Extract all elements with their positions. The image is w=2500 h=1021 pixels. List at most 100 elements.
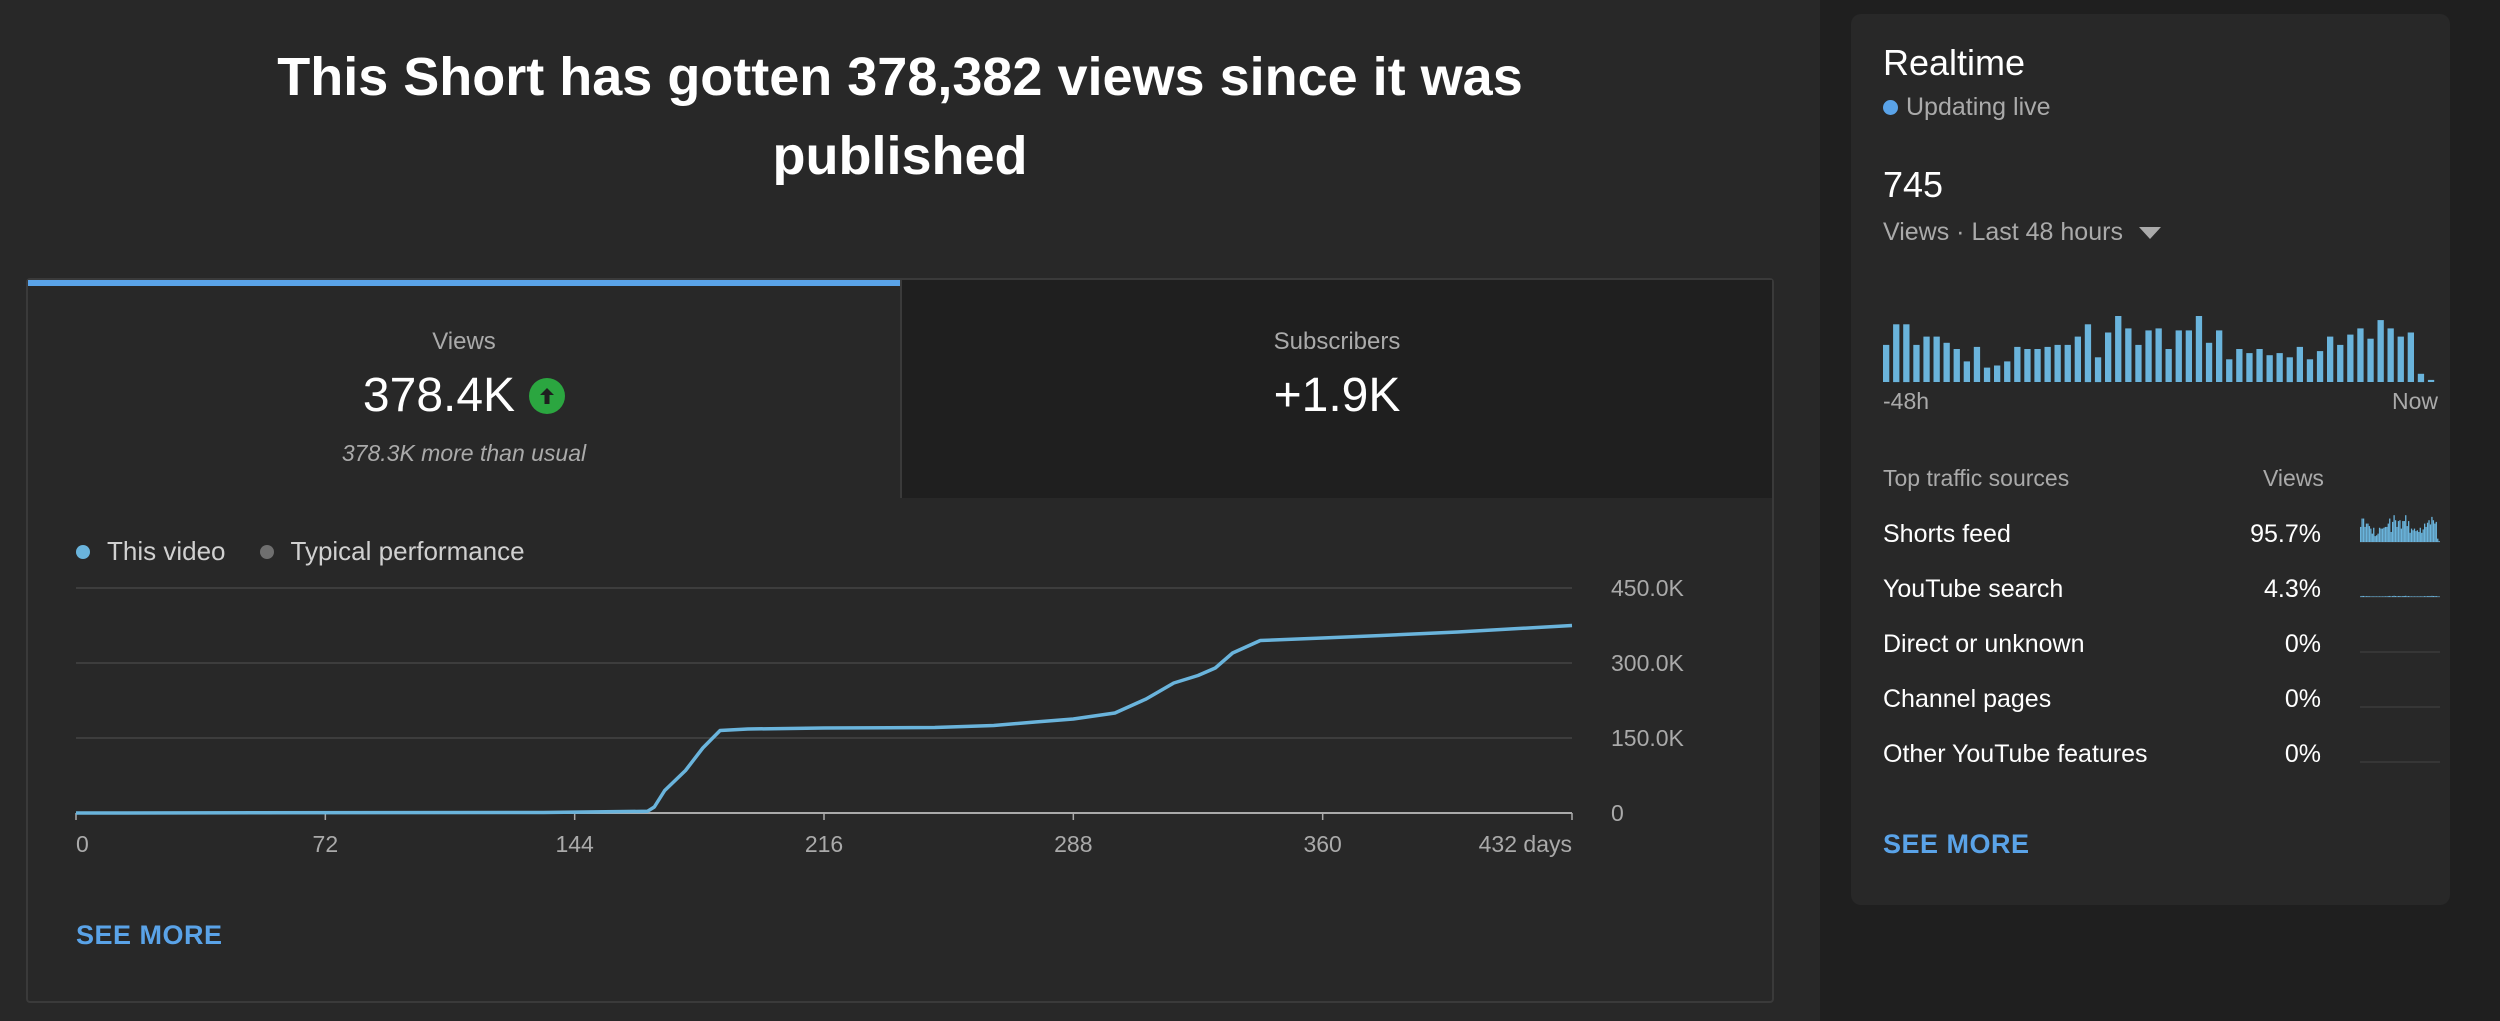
- realtime-see-more-link[interactable]: SEE MORE: [1883, 829, 2030, 860]
- legend-label-typical: Typical performance: [291, 536, 525, 567]
- sparkline-bar: [2437, 596, 2438, 597]
- traffic-source-percent: 0%: [2233, 685, 2321, 714]
- sparkline-bar: [2376, 596, 2377, 597]
- sparkline-bar: [2377, 596, 2378, 597]
- live-dot-icon: [1883, 100, 1898, 115]
- sparkline-bar: [2364, 527, 2365, 542]
- sparkline-bar: [2383, 528, 2384, 542]
- subscribers-metric-label: Subscribers: [902, 328, 1772, 356]
- realtime-axis-start: -48h: [1883, 388, 1929, 415]
- sparkline-bar: [2376, 535, 2377, 542]
- sparkline-bar: [2439, 596, 2440, 597]
- realtime-bar: [2236, 349, 2242, 382]
- realtime-bar: [1954, 349, 1960, 382]
- traffic-source-percent: 0%: [2233, 630, 2321, 659]
- realtime-bar: [2226, 359, 2232, 382]
- sparkline-bar: [2388, 596, 2389, 597]
- realtime-bar: [1893, 324, 1899, 382]
- realtime-bar: [2256, 349, 2262, 382]
- sparkline-bar: [2393, 515, 2394, 542]
- sparkline-bar: [2373, 528, 2374, 542]
- sparkline-bar: [2372, 596, 2373, 597]
- realtime-range-dropdown[interactable]: Views · Last 48 hours: [1883, 218, 2161, 247]
- realtime-panel: Realtime Updating live 745 Views · Last …: [1851, 14, 2450, 905]
- realtime-bar: [2206, 343, 2212, 382]
- realtime-bar: [2014, 347, 2020, 382]
- sparkline-bar: [2375, 536, 2376, 542]
- x-tick-label: 216: [805, 831, 843, 857]
- sparkline-bar: [2380, 596, 2381, 597]
- sparkline-bar: [2418, 532, 2419, 542]
- sparkline-bar: [2380, 529, 2381, 542]
- sparkline-bar: [2360, 596, 2361, 597]
- sparkline-bar: [2431, 596, 2432, 597]
- traffic-source-name: Other YouTube features: [1883, 740, 2148, 769]
- realtime-bar: [2418, 374, 2424, 382]
- sparkline-bar: [2408, 521, 2409, 542]
- sparkline-bar: [2417, 596, 2418, 597]
- realtime-bar: [2246, 353, 2252, 382]
- sparkline-bar: [2409, 533, 2410, 542]
- see-more-link[interactable]: SEE MORE: [76, 920, 223, 951]
- sparkline-bar: [2401, 596, 2402, 597]
- sparkline-bar: [2436, 522, 2437, 542]
- traffic-source-row: YouTube search 4.3%: [1883, 575, 2438, 615]
- sparkline-bar: [2411, 529, 2412, 542]
- sparkline-bar: [2408, 596, 2409, 597]
- legend-item-this-video: This video: [76, 536, 226, 567]
- realtime-live-status: Updating live: [1883, 93, 2051, 122]
- realtime-bar: [2408, 333, 2414, 383]
- sparkline-bar: [2364, 596, 2365, 597]
- realtime-bar: [1934, 337, 1940, 382]
- realtime-bar: [2145, 330, 2151, 382]
- arrow-up-icon: [529, 378, 565, 414]
- realtime-bar: [2024, 349, 2030, 382]
- realtime-bar: [2055, 345, 2061, 382]
- sparkline-bar: [2360, 527, 2361, 542]
- sparkline-bar: [2366, 596, 2367, 597]
- legend-dot-this-video: [76, 545, 90, 559]
- sparkline-bar: [2402, 596, 2403, 597]
- subscribers-metric-value-row: +1.9K: [902, 368, 1772, 423]
- sparkline-bar: [2409, 596, 2410, 597]
- sparkline-bar: [2392, 522, 2393, 542]
- sparkline-bar: [2414, 596, 2415, 597]
- sparkline-bar: [2428, 596, 2429, 597]
- traffic-source-row: Direct or unknown 0%: [1883, 630, 2438, 670]
- realtime-bar: [2367, 339, 2373, 382]
- sparkline-bar: [2433, 520, 2434, 542]
- sparkline-bar: [2373, 596, 2374, 597]
- realtime-bar: [2317, 351, 2323, 382]
- realtime-bar: [2065, 345, 2071, 382]
- traffic-source-row: Other YouTube features 0%: [1883, 740, 2438, 780]
- realtime-bar: [2297, 347, 2303, 382]
- realtime-bar: [2176, 330, 2182, 382]
- realtime-range-label: Views · Last 48 hours: [1883, 218, 2123, 247]
- traffic-source-name: Direct or unknown: [1883, 630, 2084, 659]
- sparkline-bar: [2386, 596, 2387, 597]
- realtime-bar: [2428, 380, 2434, 382]
- sparkline-bar: [2401, 529, 2402, 542]
- traffic-source-name: Shorts feed: [1883, 520, 2011, 549]
- views-metric-label: Views: [28, 328, 900, 356]
- realtime-bar: [2388, 328, 2394, 382]
- sparkline-bar: [2399, 520, 2400, 542]
- page-headline: This Short has gotten 378,382 views sinc…: [200, 38, 1600, 196]
- sparkline-bar: [2361, 596, 2362, 597]
- realtime-bar: [1994, 366, 2000, 383]
- views-metric-tab[interactable]: Views 378.4K 378.3K more than usual: [28, 280, 900, 498]
- x-tick-label: 288: [1054, 831, 1092, 857]
- sparkline-bar: [2439, 541, 2440, 542]
- sparkline-bar: [2386, 527, 2387, 542]
- traffic-source-percent: 4.3%: [2233, 575, 2321, 604]
- subscribers-metric-tab[interactable]: Subscribers +1.9K: [900, 280, 1772, 498]
- realtime-bar: [2125, 328, 2131, 382]
- y-tick-label: 300.0K: [1611, 650, 1685, 676]
- sparkline-bar: [2396, 596, 2397, 597]
- realtime-bar: [1974, 347, 1980, 382]
- traffic-views-column-header: Views: [2263, 465, 2324, 492]
- legend-item-typical: Typical performance: [260, 536, 525, 567]
- sparkline-bar: [2363, 596, 2364, 597]
- sparkline-bar: [2420, 596, 2421, 597]
- x-tick-label: 144: [555, 831, 594, 857]
